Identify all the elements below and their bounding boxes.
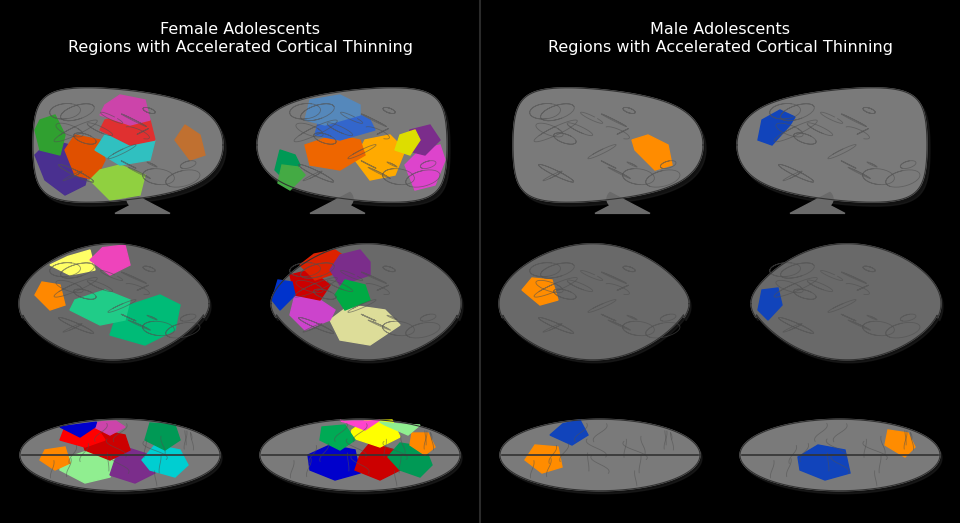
Polygon shape [60,425,105,447]
Polygon shape [65,135,105,180]
Polygon shape [300,250,350,280]
Polygon shape [110,295,180,345]
Polygon shape [70,290,130,325]
Polygon shape [513,88,703,202]
Polygon shape [355,135,405,180]
Polygon shape [516,92,706,206]
Polygon shape [290,270,330,300]
Polygon shape [33,88,223,202]
Polygon shape [742,422,942,494]
Polygon shape [35,140,90,195]
Polygon shape [273,247,463,363]
Text: Male Adolescents: Male Adolescents [650,22,790,37]
Polygon shape [305,135,365,170]
Polygon shape [60,422,97,437]
Polygon shape [260,92,450,206]
Polygon shape [550,420,588,445]
Polygon shape [350,420,400,447]
Polygon shape [501,247,691,363]
Polygon shape [315,110,375,140]
Polygon shape [790,192,845,213]
Polygon shape [35,282,65,310]
Polygon shape [100,115,155,145]
Polygon shape [595,192,650,213]
Polygon shape [90,245,130,275]
Polygon shape [271,244,461,360]
Polygon shape [60,450,115,483]
Polygon shape [502,422,702,494]
Polygon shape [36,92,226,206]
Polygon shape [758,288,782,320]
Polygon shape [405,145,445,190]
Polygon shape [798,445,850,480]
Polygon shape [405,125,440,155]
Polygon shape [145,423,180,450]
Polygon shape [499,244,689,360]
Polygon shape [175,125,205,160]
Polygon shape [22,422,222,494]
Polygon shape [753,247,943,363]
Polygon shape [21,247,211,363]
Polygon shape [278,165,305,190]
Polygon shape [310,192,365,213]
Polygon shape [355,443,400,480]
Polygon shape [737,88,927,202]
Polygon shape [100,95,150,125]
Polygon shape [885,430,915,457]
Polygon shape [19,244,209,360]
Polygon shape [90,165,145,200]
Polygon shape [758,110,795,145]
Polygon shape [388,443,432,477]
Polygon shape [335,280,370,310]
Polygon shape [50,250,95,275]
Polygon shape [320,425,355,450]
Polygon shape [142,445,188,477]
Polygon shape [90,421,125,435]
Polygon shape [290,295,335,330]
Polygon shape [410,433,435,455]
Text: Regions with Accelerated Cortical Thinning: Regions with Accelerated Cortical Thinni… [547,40,893,55]
Polygon shape [40,447,70,470]
Polygon shape [632,135,672,170]
Polygon shape [330,250,370,285]
Polygon shape [340,420,380,430]
Polygon shape [82,430,130,460]
Polygon shape [115,192,170,213]
Polygon shape [35,115,65,155]
Polygon shape [395,130,420,155]
Polygon shape [257,88,447,202]
Polygon shape [110,447,155,483]
Polygon shape [262,422,462,494]
Polygon shape [525,445,562,473]
Text: Female Adolescents: Female Adolescents [160,22,320,37]
Polygon shape [379,422,420,435]
Polygon shape [275,150,300,180]
Polygon shape [95,125,155,165]
Polygon shape [260,419,460,491]
Polygon shape [330,305,400,345]
Polygon shape [751,244,941,360]
Polygon shape [20,419,220,491]
Polygon shape [308,445,360,480]
Polygon shape [500,419,700,491]
Polygon shape [305,95,360,125]
Polygon shape [522,278,558,305]
Polygon shape [740,419,940,491]
Text: Regions with Accelerated Cortical Thinning: Regions with Accelerated Cortical Thinni… [67,40,413,55]
Polygon shape [272,280,295,310]
Polygon shape [740,92,930,206]
